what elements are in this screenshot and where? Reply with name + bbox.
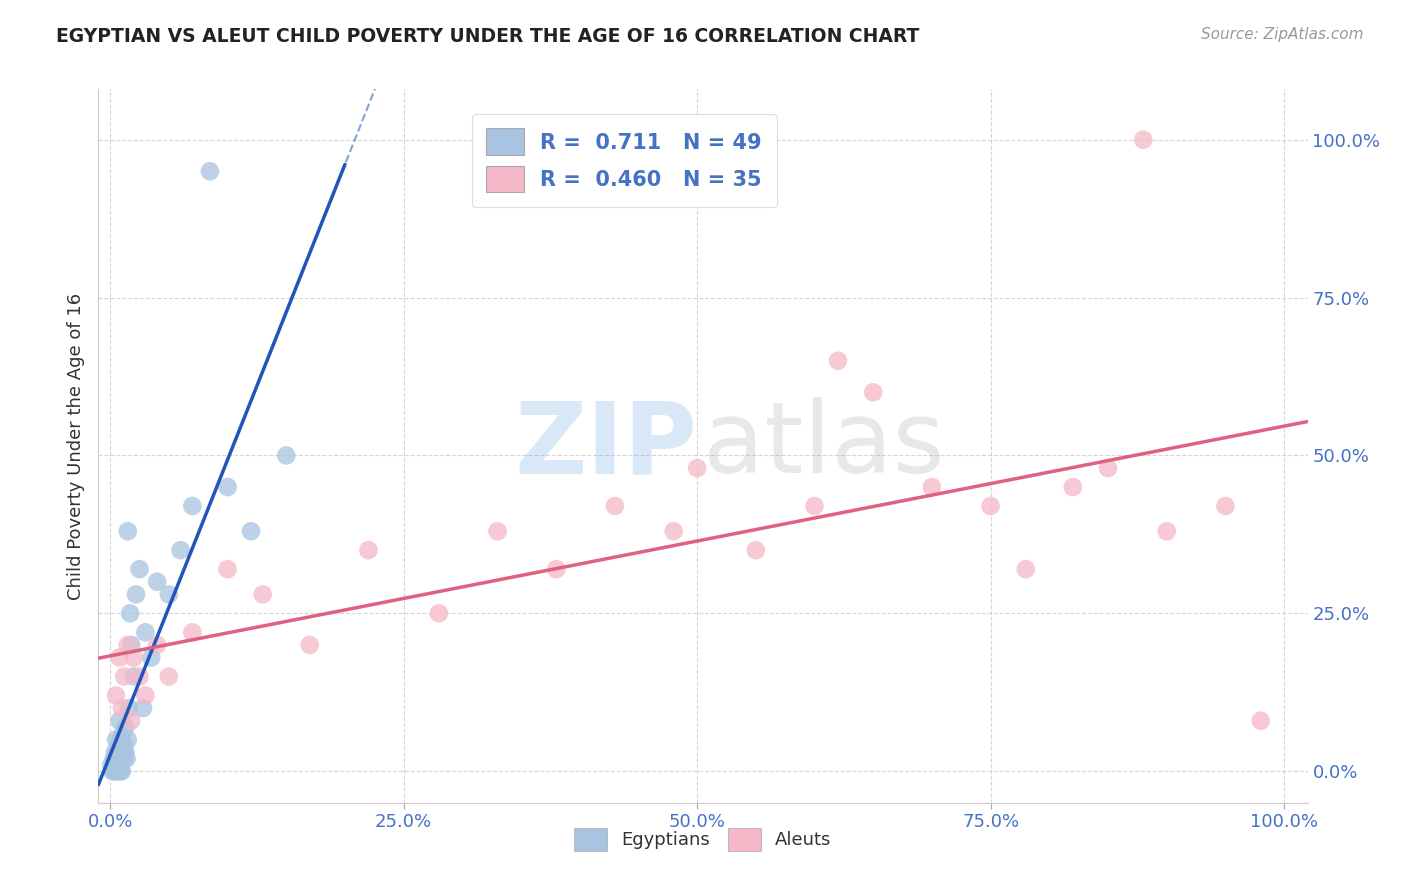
Point [217,562,239,576]
Point [169,543,191,558]
Point [141,650,163,665]
Text: Source: ZipAtlas.com: Source: ZipAtlas.com [1201,27,1364,42]
Point [110,732,132,747]
Point [111,764,134,779]
Point [122,650,145,665]
Point [112,739,135,753]
Point [105,745,128,759]
Point [111,751,134,765]
Point [120,638,142,652]
Point [120,714,142,728]
Point [108,650,131,665]
Point [157,587,180,601]
Y-axis label: Child Poverty Under the Age of 16: Child Poverty Under the Age of 16 [66,293,84,599]
Point [980,499,1002,513]
Point [110,764,132,779]
Point [240,524,263,539]
Point [114,720,136,734]
Point [128,669,150,683]
Point [108,745,131,759]
Text: EGYPTIAN VS ALEUT CHILD POVERTY UNDER THE AGE OF 16 CORRELATION CHART: EGYPTIAN VS ALEUT CHILD POVERTY UNDER TH… [56,27,920,45]
Point [546,562,568,576]
Point [104,745,127,759]
Point [217,480,239,494]
Point [134,689,156,703]
Point [107,751,129,765]
Point [128,562,150,576]
Point [105,751,128,765]
Point [745,543,768,558]
Point [862,385,884,400]
Point [198,164,221,178]
Point [117,638,139,652]
Point [827,353,849,368]
Point [427,607,450,621]
Point [276,449,298,463]
Point [114,745,136,759]
Point [103,751,125,765]
Point [104,758,127,772]
Point [1250,714,1272,728]
Point [686,461,709,475]
Point [111,701,134,715]
Point [111,739,134,753]
Point [146,574,169,589]
Point [1097,461,1119,475]
Point [181,625,204,640]
Point [122,669,145,683]
Point [103,764,125,779]
Point [117,732,139,747]
Point [921,480,943,494]
Point [108,758,131,772]
Point [157,669,180,683]
Point [115,751,138,765]
Point [107,739,129,753]
Point [486,524,509,539]
Point [117,524,139,539]
Point [118,701,141,715]
Point [105,758,128,772]
Point [146,638,169,652]
Point [181,499,204,513]
Point [134,625,156,640]
Point [101,764,124,779]
Point [112,745,135,759]
Point [1062,480,1084,494]
Point [803,499,825,513]
Point [1132,133,1154,147]
Point [120,607,142,621]
Point [1156,524,1178,539]
Point [125,587,148,601]
Point [1215,499,1237,513]
Point [112,669,135,683]
Point [357,543,380,558]
Point [112,751,135,765]
Point [105,732,128,747]
Point [1015,562,1038,576]
Legend: Egyptians, Aleuts: Egyptians, Aleuts [567,821,839,858]
Point [107,764,129,779]
Point [105,689,128,703]
Point [108,714,131,728]
Point [105,764,128,779]
Text: atlas: atlas [703,398,945,494]
Point [110,751,132,765]
Point [603,499,626,513]
Point [662,524,685,539]
Point [112,726,135,740]
Text: ZIP: ZIP [515,398,697,494]
Point [100,758,122,772]
Point [132,701,155,715]
Point [298,638,321,652]
Point [252,587,274,601]
